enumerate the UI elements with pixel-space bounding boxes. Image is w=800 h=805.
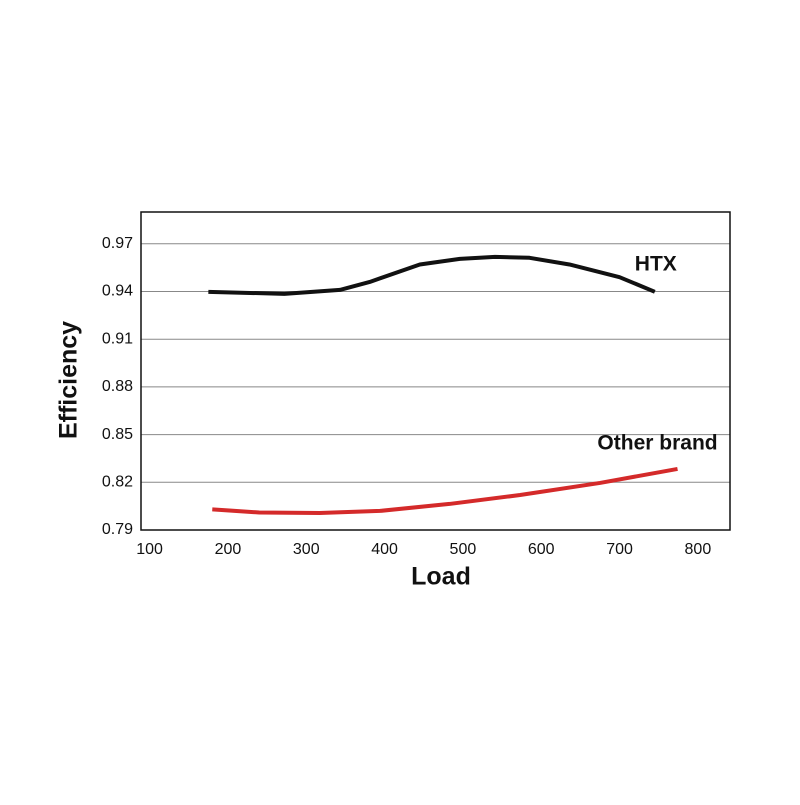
x-tick-label: 400: [371, 541, 398, 558]
x-tick-label: 300: [293, 541, 320, 558]
series-line: [212, 466, 678, 515]
x-tick-label: 100: [136, 541, 163, 558]
y-tick-label: 0.85: [102, 426, 133, 443]
series-label: Other brand: [597, 431, 717, 454]
series-label: HTX: [635, 252, 677, 275]
x-tick-label: 700: [606, 541, 633, 558]
y-tick-label: 0.82: [102, 474, 133, 491]
x-tick-label: 800: [685, 541, 712, 558]
y-tick-label: 0.97: [102, 235, 133, 252]
y-tick-label: 0.94: [102, 283, 133, 300]
series-line: [208, 254, 656, 296]
y-axis-title: Efficiency: [55, 321, 83, 439]
x-tick-label: 600: [528, 541, 555, 558]
y-tick-label: 0.79: [102, 521, 133, 538]
x-axis-title: Load: [411, 563, 471, 591]
x-tick-label: 500: [450, 541, 477, 558]
plot-frame: [140, 211, 731, 531]
y-tick-label: 0.91: [102, 330, 133, 347]
y-tick-label: 0.88: [102, 378, 133, 395]
x-tick-label: 200: [215, 541, 242, 558]
